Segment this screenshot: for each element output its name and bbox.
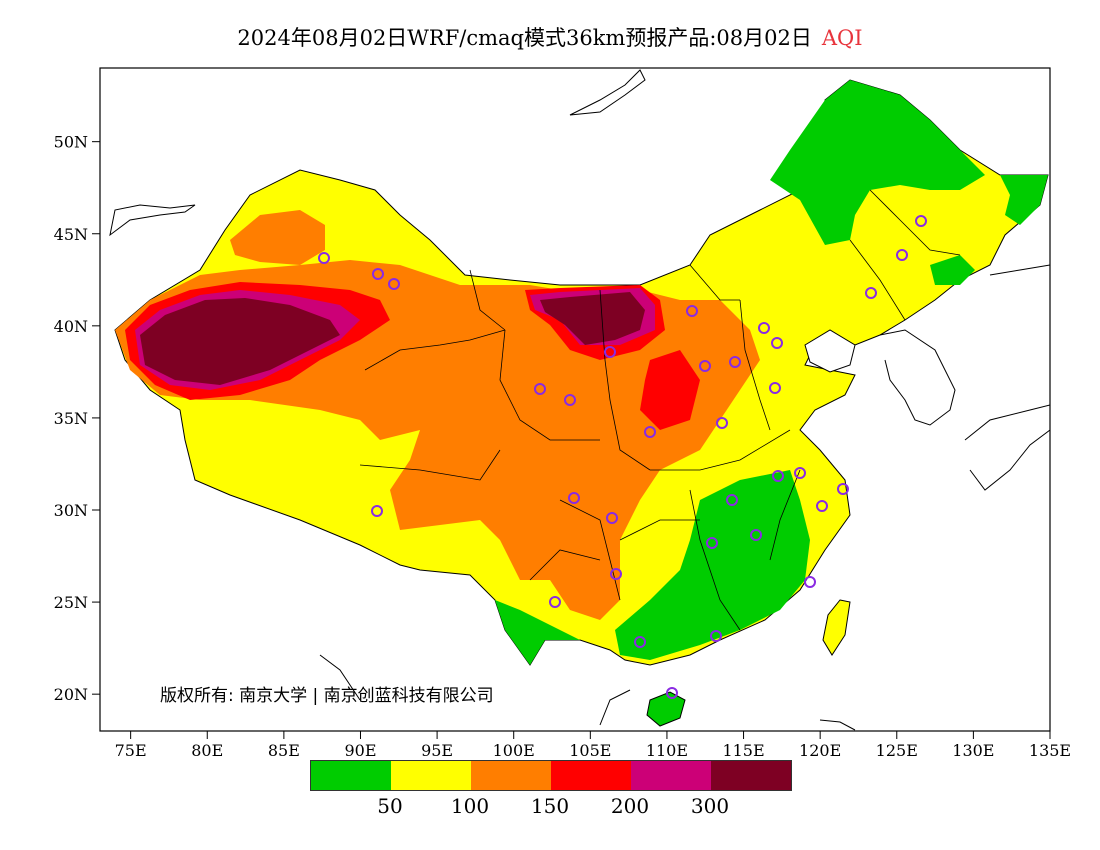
aqi-colorbar bbox=[310, 760, 792, 791]
station-marker bbox=[372, 268, 384, 280]
station-marker bbox=[606, 512, 618, 524]
x-tick-label: 135E bbox=[1029, 741, 1071, 760]
station-marker bbox=[666, 687, 678, 699]
region-maroon-tarim bbox=[140, 298, 340, 385]
station-marker bbox=[865, 287, 877, 299]
station-marker bbox=[758, 322, 770, 334]
colorbar-label: 300 bbox=[690, 794, 730, 818]
station-marker bbox=[706, 537, 718, 549]
station-marker bbox=[726, 494, 738, 506]
station-marker bbox=[772, 470, 784, 482]
colorbar-label: 200 bbox=[610, 794, 650, 818]
station-marker bbox=[716, 417, 728, 429]
x-tick-label: 90E bbox=[344, 741, 376, 760]
station-marker bbox=[837, 483, 849, 495]
station-marker bbox=[686, 305, 698, 317]
station-marker bbox=[915, 215, 927, 227]
y-tick-label: 45N bbox=[54, 225, 88, 244]
station-marker bbox=[729, 356, 741, 368]
x-tick-label: 100E bbox=[493, 741, 535, 760]
region-taiwan bbox=[822, 599, 851, 656]
y-axis: 20N 25N 30N 35N 40N 45N 50N bbox=[54, 133, 100, 704]
station-marker bbox=[896, 249, 908, 261]
x-tick-label: 115E bbox=[722, 741, 764, 760]
station-marker bbox=[564, 394, 576, 406]
x-tick-label: 95E bbox=[421, 741, 453, 760]
region-south-green bbox=[615, 470, 810, 660]
coast-bohai bbox=[804, 329, 856, 373]
x-tick-label: 85E bbox=[268, 741, 300, 760]
y-tick-label: 30N bbox=[54, 501, 88, 520]
x-tick-label: 105E bbox=[569, 741, 611, 760]
station-marker bbox=[604, 346, 616, 358]
y-tick-label: 20N bbox=[54, 685, 88, 704]
coast-korea bbox=[879, 329, 956, 426]
station-marker bbox=[816, 500, 828, 512]
x-tick-label: 130E bbox=[952, 741, 994, 760]
x-tick-label: 80E bbox=[191, 741, 223, 760]
title-main: 2024年08月02日WRF/cmaq模式36km预报产品:08月02日 bbox=[237, 26, 812, 50]
y-tick-label: 35N bbox=[54, 409, 88, 428]
region-red-shanxi bbox=[640, 350, 700, 430]
y-tick-label: 50N bbox=[54, 133, 88, 152]
station-marker bbox=[610, 568, 622, 580]
copyright-note: 版权所有: 南京大学 | 南京创蓝科技有限公司 bbox=[160, 686, 494, 706]
station-marker bbox=[710, 630, 722, 642]
region-southwest-green bbox=[495, 600, 580, 665]
coast-baikal bbox=[569, 69, 646, 116]
station-marker bbox=[769, 382, 781, 394]
coast-indochina bbox=[319, 654, 856, 731]
x-tick-label: 75E bbox=[115, 741, 147, 760]
station-marker bbox=[699, 360, 711, 372]
station-marker bbox=[568, 492, 580, 504]
title-variable: AQI bbox=[821, 26, 863, 50]
station-marker bbox=[794, 467, 806, 479]
station-marker bbox=[534, 383, 546, 395]
y-tick-label: 40N bbox=[54, 317, 88, 336]
x-axis: 75E 80E 85E 90E 95E 100E 105E 110E 115E 120E 125E 1… bbox=[115, 731, 1071, 760]
coast-japan bbox=[964, 404, 1050, 491]
colorbar-label: 150 bbox=[530, 794, 570, 818]
province-boundaries bbox=[359, 189, 961, 631]
colorbar-segment bbox=[551, 761, 631, 790]
station-marker bbox=[750, 529, 762, 541]
station-marker bbox=[388, 278, 400, 290]
colorbar-label: 100 bbox=[450, 794, 490, 818]
colorbar-segment bbox=[391, 761, 471, 790]
region-hainan bbox=[646, 691, 686, 727]
region-northeast-green bbox=[770, 80, 985, 245]
station-markers bbox=[318, 215, 927, 699]
colorbar-segment bbox=[471, 761, 551, 790]
region-jilin-green bbox=[930, 255, 975, 285]
colorbar-segment bbox=[711, 761, 791, 790]
colorbar-label: 50 bbox=[377, 794, 403, 818]
station-marker bbox=[549, 596, 561, 608]
region-orange-tianshan bbox=[230, 210, 325, 265]
chart-title: 2024年08月02日WRF/cmaq模式36km预报产品:08月02日 AQI bbox=[0, 22, 1100, 52]
y-tick-label: 25N bbox=[54, 593, 88, 612]
map-frame bbox=[99, 67, 1051, 732]
station-marker bbox=[644, 426, 656, 438]
coast-sakhalin bbox=[989, 264, 1050, 276]
station-marker bbox=[318, 252, 330, 264]
x-tick-label: 120E bbox=[799, 741, 841, 760]
colorbar-segment bbox=[631, 761, 711, 790]
x-tick-label: 110E bbox=[646, 741, 688, 760]
station-marker bbox=[771, 337, 783, 349]
station-marker bbox=[804, 576, 816, 588]
x-tick-label: 125E bbox=[876, 741, 918, 760]
region-northeast-green-2 bbox=[1000, 175, 1048, 225]
station-marker bbox=[634, 636, 646, 648]
station-marker bbox=[371, 505, 383, 517]
colorbar-segment bbox=[311, 761, 391, 790]
coast-balkhash bbox=[109, 204, 196, 237]
region-maroon-north bbox=[540, 292, 645, 345]
